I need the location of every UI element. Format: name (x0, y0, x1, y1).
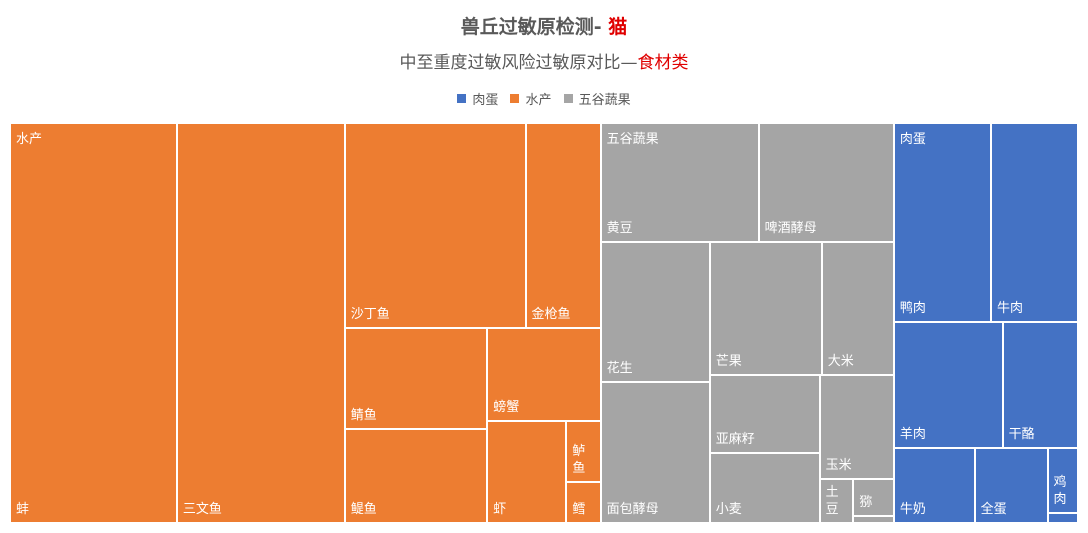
treemap-cell[interactable]: 五谷蔬果 黄豆 (600, 123, 759, 242)
treemap-cell[interactable]: 玉米 (819, 374, 894, 479)
cell-label: 面包酵母 (606, 501, 659, 517)
treemap-cell[interactable]: 鲭鱼 (344, 328, 488, 430)
chart-subtitle: 中至重度过敏风险过敏原对比—食材类 (0, 48, 1088, 73)
chart-title: 兽丘过敏原检测- 猫 (0, 12, 1088, 39)
treemap-cell[interactable]: 金枪鱼 (525, 123, 601, 329)
cell-label: 虾 (493, 501, 507, 517)
cell-label: 芒果 (715, 353, 742, 369)
treemap-cell[interactable]: 三文鱼 (176, 123, 345, 523)
subtitle-highlight: 食材类 (637, 53, 689, 73)
treemap-plot: 水产蚌三文鱼 沙丁鱼 金枪鱼 鲭鱼 鳀鱼 螃蟹虾鲈鱼鳕五谷蔬果 黄豆 啤酒酵母 花生 面包酵母 芒果… (10, 123, 1078, 523)
cell-label: 螃蟹 (493, 399, 520, 415)
cell-label: 鳕 (572, 501, 586, 517)
cell-label: 牛奶 (899, 501, 926, 517)
treemap-cell[interactable]: 全蛋 (974, 447, 1048, 523)
group-label: 肉蛋 (899, 132, 926, 147)
legend-label: 五谷蔬果 (578, 93, 631, 108)
treemap-cell[interactable]: 鳀鱼 (344, 429, 488, 523)
treemap-cell[interactable]: 牛奶 (893, 447, 975, 523)
cell-label: 羊肉 (899, 426, 926, 442)
treemap-cell[interactable]: 鲈鱼 (566, 420, 601, 483)
treemap-cell[interactable]: 啤酒酵母 (758, 123, 894, 242)
legend-swatch (457, 94, 467, 103)
treemap-cell[interactable]: 螃蟹 (487, 328, 601, 421)
title-highlight: 猫 (608, 16, 628, 38)
legend-item-seafood[interactable]: 水产 (510, 89, 552, 108)
cell-label: 全蛋 (980, 501, 1007, 517)
treemap-cell[interactable]: 面包酵母 (600, 381, 710, 523)
treemap-cell[interactable]: 大米 (821, 241, 894, 375)
treemap-cell[interactable]: 花生 (600, 241, 710, 382)
cell-label: 土豆 (825, 484, 839, 517)
treemap-cell[interactable]: 水产蚌 (10, 123, 177, 523)
cell-label: 干酪 (1008, 426, 1035, 442)
cell-label: 啤酒酵母 (764, 220, 817, 236)
cell-label: 小麦 (715, 501, 742, 517)
cell-label: 沙丁鱼 (350, 307, 390, 323)
cell-label: 鲈鱼 (572, 444, 586, 477)
title-text: 兽丘过敏原检测- (460, 16, 609, 38)
cell-label: 鸭肉 (899, 300, 926, 316)
cell-label: 大米 (827, 353, 854, 369)
cell-label: 亚麻籽 (715, 432, 755, 447)
legend-label: 肉蛋 (472, 93, 499, 108)
cell-label: 牛肉 (996, 300, 1023, 316)
treemap-cell[interactable]: 亚麻籽 (709, 374, 820, 453)
legend-swatch (563, 94, 573, 103)
cell-label: 黄豆 (606, 220, 633, 236)
treemap-cell[interactable] (1047, 513, 1078, 523)
treemap-cell[interactable]: 沙丁鱼 (344, 123, 526, 329)
treemap-cell[interactable]: 干酪 (1002, 321, 1078, 448)
treemap-cell[interactable]: 土豆 (819, 478, 854, 523)
treemap-cell[interactable]: 肉蛋 鸭肉 (893, 123, 991, 322)
cell-label: 金枪鱼 (531, 307, 571, 323)
cell-label: 鳀鱼 (350, 501, 377, 517)
cell-label: 三文鱼 (182, 502, 222, 517)
cell-label: 鲭鱼 (350, 408, 377, 424)
treemap-cell[interactable]: 羊肉 (893, 321, 1003, 448)
group-label: 五谷蔬果 (606, 132, 659, 147)
treemap-cell[interactable]: 小麦 (709, 453, 820, 523)
group-label: 水产 (16, 132, 43, 147)
legend-item-grains[interactable]: 五谷蔬果 (563, 89, 631, 108)
cell-label: 鸡肉 (1053, 475, 1067, 508)
subtitle-text: 中至重度过敏风险过敏原对比— (399, 53, 638, 73)
treemap-cell[interactable]: 猕 (853, 478, 894, 516)
treemap-cell[interactable]: 牛肉 (990, 123, 1078, 322)
cell-label: 花生 (606, 360, 633, 376)
cell-label: 玉米 (825, 457, 852, 473)
treemap-cell[interactable]: 虾 (487, 420, 567, 523)
legend-item-meat-egg[interactable]: 肉蛋 (457, 89, 498, 108)
legend-label: 水产 (525, 93, 552, 108)
treemap-cell[interactable]: 鳕 (566, 482, 601, 523)
treemap-cell[interactable]: 鸡肉 (1047, 447, 1078, 514)
cell-label: 蚌 (16, 502, 30, 517)
treemap-cell[interactable] (853, 515, 894, 523)
cell-label: 猕 (859, 494, 873, 510)
legend-swatch (510, 94, 520, 103)
legend: 肉蛋 水产 五谷蔬果 (0, 89, 1088, 108)
treemap-cell[interactable]: 芒果 (709, 241, 822, 375)
